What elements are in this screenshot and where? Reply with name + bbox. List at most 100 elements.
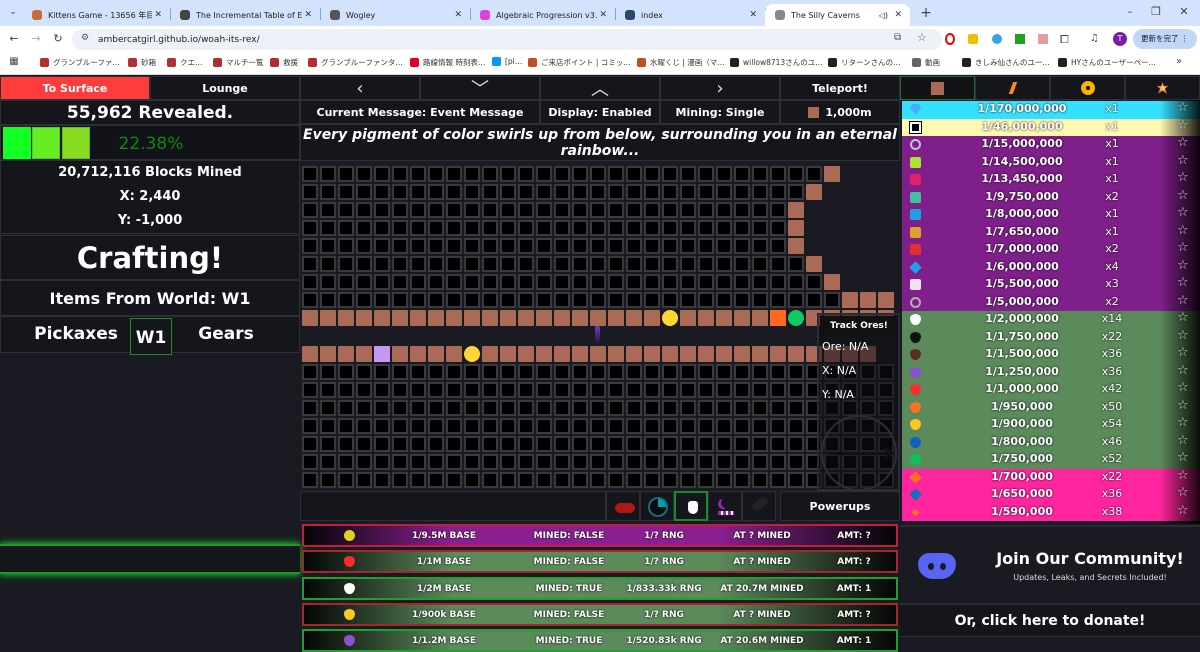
unmined-block[interactable]	[410, 238, 426, 254]
unmined-block[interactable]	[662, 382, 678, 398]
browser-tab[interactable]: Wogley ✕	[320, 4, 470, 26]
unmined-block[interactable]	[482, 184, 498, 200]
unmined-block[interactable]	[518, 382, 534, 398]
dirt-block[interactable]	[338, 346, 354, 362]
unmined-block[interactable]	[428, 220, 444, 236]
favorite-star-icon[interactable]: ☆	[1177, 485, 1189, 500]
unmined-block[interactable]	[356, 238, 372, 254]
reload-icon[interactable]: ↻	[53, 32, 63, 45]
unmined-block[interactable]	[356, 202, 372, 218]
unmined-block[interactable]	[464, 472, 480, 488]
ore-index-row[interactable]: 1/2,000,000 x14 ☆	[902, 310, 1200, 329]
unmined-block[interactable]	[338, 256, 354, 272]
unmined-block[interactable]	[482, 256, 498, 272]
dirt-block[interactable]	[518, 346, 534, 362]
unmined-block[interactable]	[644, 274, 660, 290]
unmined-block[interactable]	[338, 274, 354, 290]
ore-layer-tab[interactable]	[900, 76, 975, 100]
unmined-block[interactable]	[698, 220, 714, 236]
new-tab-button[interactable]: +	[920, 5, 932, 21]
unmined-block[interactable]	[374, 436, 390, 452]
unmined-block[interactable]	[482, 238, 498, 254]
favorite-star-icon[interactable]: ☆	[1177, 327, 1189, 343]
ore-index-row[interactable]: 1/1,250,000 x36 ☆	[902, 363, 1200, 381]
unmined-block[interactable]	[716, 472, 732, 488]
unmined-block[interactable]	[428, 166, 444, 182]
close-tab-icon[interactable]: ✕	[599, 10, 607, 20]
unmined-block[interactable]	[770, 184, 786, 200]
unmined-block[interactable]	[302, 400, 318, 416]
unmined-block[interactable]	[572, 202, 588, 218]
apps-grid-icon[interactable]: ▦	[9, 56, 19, 67]
unmined-block[interactable]	[302, 184, 318, 200]
unmined-block[interactable]	[644, 454, 660, 470]
ore-layer-tab[interactable]	[1050, 76, 1125, 100]
unmined-block[interactable]	[446, 184, 462, 200]
unmined-block[interactable]	[500, 454, 516, 470]
unmined-block[interactable]	[392, 436, 408, 452]
dirt-block[interactable]	[698, 346, 714, 362]
unmined-block[interactable]	[788, 256, 804, 272]
unmined-block[interactable]	[536, 274, 552, 290]
unmined-block[interactable]	[626, 274, 642, 290]
ore-index-row[interactable]: 1/9,750,000 x2 ☆	[902, 188, 1200, 206]
unmined-block[interactable]	[518, 436, 534, 452]
unmined-block[interactable]	[356, 274, 372, 290]
unmined-block[interactable]	[644, 220, 660, 236]
unmined-block[interactable]	[572, 418, 588, 434]
unmined-block[interactable]	[734, 436, 750, 452]
extension-icon[interactable]	[992, 34, 1002, 44]
dirt-block[interactable]	[824, 274, 840, 290]
unmined-block[interactable]	[338, 418, 354, 434]
unmined-block[interactable]	[554, 202, 570, 218]
dirt-block[interactable]	[608, 310, 624, 326]
url-text[interactable]: ambercatgirl.github.io/woah-its-rex/	[98, 34, 260, 45]
unmined-block[interactable]	[320, 436, 336, 452]
audio-icon[interactable]: ◁)	[878, 10, 888, 20]
unmined-block[interactable]	[680, 454, 696, 470]
unmined-block[interactable]	[554, 400, 570, 416]
favorite-star-icon[interactable]: ☆	[1177, 152, 1189, 168]
dirt-block[interactable]	[860, 292, 876, 308]
dirt-block[interactable]	[680, 346, 696, 362]
favorite-star-icon[interactable]: ☆	[1177, 292, 1189, 308]
dirt-block[interactable]	[608, 346, 624, 362]
favorite-star-icon[interactable]: ☆	[1177, 432, 1189, 448]
dirt-block[interactable]	[446, 310, 462, 326]
translate-icon[interactable]: ⧉	[894, 32, 902, 43]
profile-avatar[interactable]: T	[1113, 32, 1127, 46]
unmined-block[interactable]	[680, 220, 696, 236]
unmined-block[interactable]	[752, 220, 768, 236]
ore-history-row[interactable]: 1/2M BASE MINED: TRUE 1/833.33k RNG AT 20.7…	[302, 576, 898, 600]
unmined-block[interactable]	[482, 436, 498, 452]
unmined-block[interactable]	[662, 292, 678, 308]
unmined-block[interactable]	[518, 256, 534, 272]
unmined-block[interactable]	[752, 472, 768, 488]
unmined-block[interactable]	[464, 364, 480, 380]
unmined-block[interactable]	[626, 472, 642, 488]
unmined-block[interactable]	[698, 382, 714, 398]
unmined-block[interactable]	[662, 220, 678, 236]
browser-tab[interactable]: index ✕	[615, 4, 765, 26]
unmined-block[interactable]	[392, 238, 408, 254]
unmined-block[interactable]	[482, 166, 498, 182]
unmined-block[interactable]	[374, 238, 390, 254]
unmined-block[interactable]	[518, 220, 534, 236]
unmined-block[interactable]	[536, 364, 552, 380]
unmined-block[interactable]	[536, 400, 552, 416]
unmined-block[interactable]	[572, 220, 588, 236]
dirt-block[interactable]	[482, 346, 498, 362]
unmined-block[interactable]	[554, 256, 570, 272]
unmined-block[interactable]	[518, 292, 534, 308]
dirt-block[interactable]	[392, 310, 408, 326]
unmined-block[interactable]	[356, 256, 372, 272]
ore-index-row[interactable]: 1/170,000,000 x1 ☆	[902, 100, 1200, 119]
unmined-block[interactable]	[752, 274, 768, 290]
unmined-block[interactable]	[788, 418, 804, 434]
favorite-star-icon[interactable]: ☆	[1177, 397, 1189, 413]
unmined-block[interactable]	[464, 274, 480, 290]
back-icon[interactable]: ←	[9, 32, 19, 45]
unmined-block[interactable]	[698, 436, 714, 452]
unmined-block[interactable]	[374, 454, 390, 470]
bookmark-item[interactable]: きしみ仙さんのユーザー...	[962, 57, 1053, 68]
